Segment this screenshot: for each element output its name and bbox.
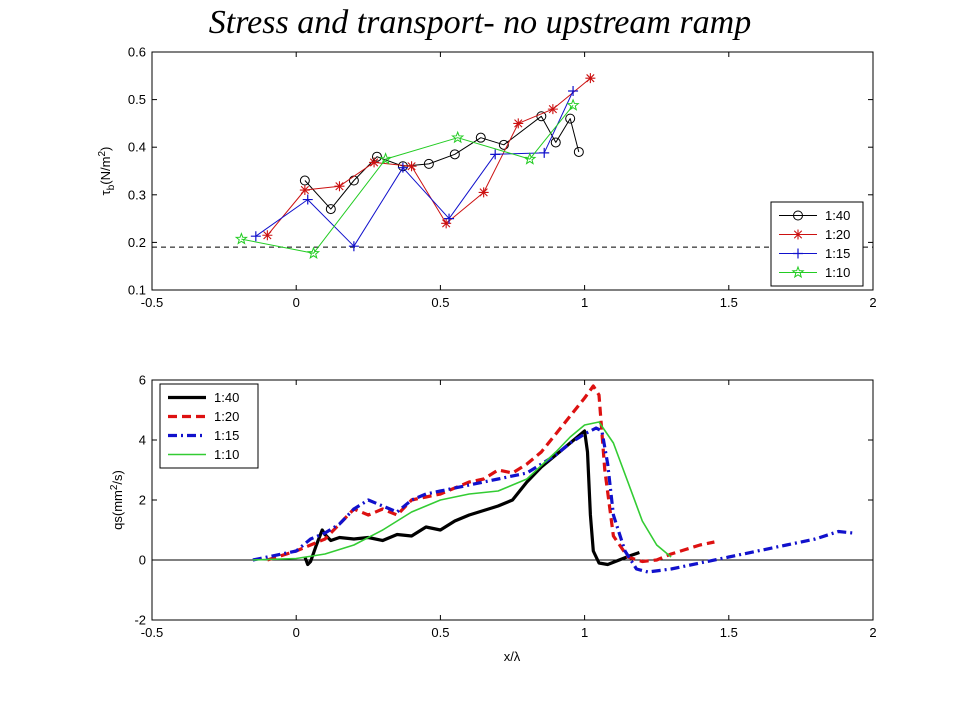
series-1-40-point <box>299 175 310 186</box>
series-1-10-point <box>566 98 580 111</box>
series-1-40-point <box>325 204 336 215</box>
y-tick-label: 2 <box>139 493 146 508</box>
series-1-10-line <box>252 421 672 561</box>
x-tick-label: 2 <box>869 295 876 310</box>
legend-item-1-10-marker <box>791 265 805 279</box>
series-1-15-point <box>568 86 579 97</box>
x-tick-label: 1.5 <box>720 295 738 310</box>
y-tick-label: 0.3 <box>128 187 146 202</box>
series-1-20-point <box>547 104 558 115</box>
series-1-15-point <box>444 213 455 224</box>
series-group <box>234 73 596 259</box>
series-1-15-point <box>539 147 550 158</box>
series-1-20-point <box>334 181 345 192</box>
y-axis-label: τb(N/m2) <box>97 147 117 196</box>
x-tick-label: 1 <box>581 295 588 310</box>
legend-item-1-40-label: 1:40 <box>825 208 850 223</box>
series-1-15-point <box>348 241 359 252</box>
series-1-10-point <box>234 232 248 245</box>
series-1-40-point <box>423 158 434 169</box>
series-1-20-point <box>406 161 417 172</box>
legend-item-1-20-label: 1:20 <box>825 227 850 242</box>
series-1-15-point <box>250 231 261 242</box>
series-1-40-point <box>550 137 561 148</box>
series-1-40-point <box>573 146 584 157</box>
x-tick-label: 0 <box>293 625 300 640</box>
series-1-20-point <box>369 157 380 168</box>
series-1-20-point <box>513 118 524 129</box>
series-1-15-point <box>302 194 313 205</box>
series-1-15-line <box>252 426 853 574</box>
slide-title: Stress and transport- no upstream ramp <box>208 4 752 41</box>
stress-chart: -0.5 0 0.5 1 1.5 20.10.20.30.40.50.61:401:201… <box>97 45 877 311</box>
y-axis-label: qs(mm2/s) <box>109 470 125 530</box>
x-tick-label: -0.5 <box>141 295 163 310</box>
series-1-10-point <box>379 152 393 165</box>
x-tick-label: 0.5 <box>431 295 449 310</box>
legend: 1:40 1:20 1:15 1:10 <box>770 201 864 287</box>
legend-item-1-15-label: 1:15 <box>825 246 850 261</box>
series-1-20-point <box>585 73 596 84</box>
series-1-15-line <box>255 90 574 247</box>
y-tick-label: 0.1 <box>128 283 146 298</box>
legend-item-1-20-marker <box>793 229 803 240</box>
y-tick-label: 0.2 <box>128 235 146 250</box>
transport-chart: -0.5 0 0.5 1 1.5 2 -2 0 2 4 6 1:40 1:20 1:15 1:10 qs(mm… <box>109 373 877 665</box>
series-1-10-point <box>451 130 465 144</box>
series-1-15-point <box>397 162 408 173</box>
series-1-15-point <box>490 149 501 160</box>
x-tick-label: 2 <box>869 625 876 640</box>
y-tick-label: 4 <box>139 433 146 448</box>
x-tick-label: 0 <box>293 295 300 310</box>
plot-area <box>151 51 874 291</box>
x-axis-label: x/λ <box>504 649 521 664</box>
legend-item-1-10-label: 1:10 <box>214 447 239 462</box>
series-1-10-point <box>523 152 537 165</box>
legend-item-1-10-label: 1:10 <box>825 265 850 280</box>
legend-item-1-20-label: 1:20 <box>214 409 239 424</box>
series-1-20-point <box>441 218 452 229</box>
series-1-10-point <box>306 246 321 259</box>
legend-item-1-40-label: 1:40 <box>214 390 239 405</box>
series-1-10-line <box>241 104 574 254</box>
series-1-20-point <box>299 185 310 196</box>
y-tick-label: 0 <box>139 553 146 568</box>
series-1-40-point <box>371 151 382 162</box>
x-tick-label: 1 <box>581 625 588 640</box>
series-1-40-line <box>304 115 580 210</box>
x-tick-label: 1.5 <box>720 625 738 640</box>
y-tick-label: -2 <box>134 613 146 628</box>
y-tick-label: 0.6 <box>128 45 146 60</box>
series-1-20-point <box>478 187 489 198</box>
series-1-20-point <box>262 230 273 241</box>
y-tick-label: 0.4 <box>128 140 146 155</box>
x-tick-label: 0.5 <box>431 625 449 640</box>
y-tick-label: 6 <box>139 373 146 388</box>
legend-item-1-40-marker <box>793 210 803 221</box>
legend-item-1-15-label: 1:15 <box>214 428 239 443</box>
series-1-20-line <box>267 77 591 236</box>
x-tick-label: -0.5 <box>141 625 163 640</box>
series-1-40-point <box>449 149 460 160</box>
series-1-40-point <box>498 139 509 150</box>
series-1-40-point <box>565 113 576 124</box>
y-tick-label: 0.5 <box>128 92 146 107</box>
series-1-40-point <box>475 132 486 143</box>
series-group <box>252 384 853 574</box>
legend: 1:40 1:20 1:15 1:10 <box>159 383 259 469</box>
legend-item-1-15-marker <box>793 248 803 259</box>
